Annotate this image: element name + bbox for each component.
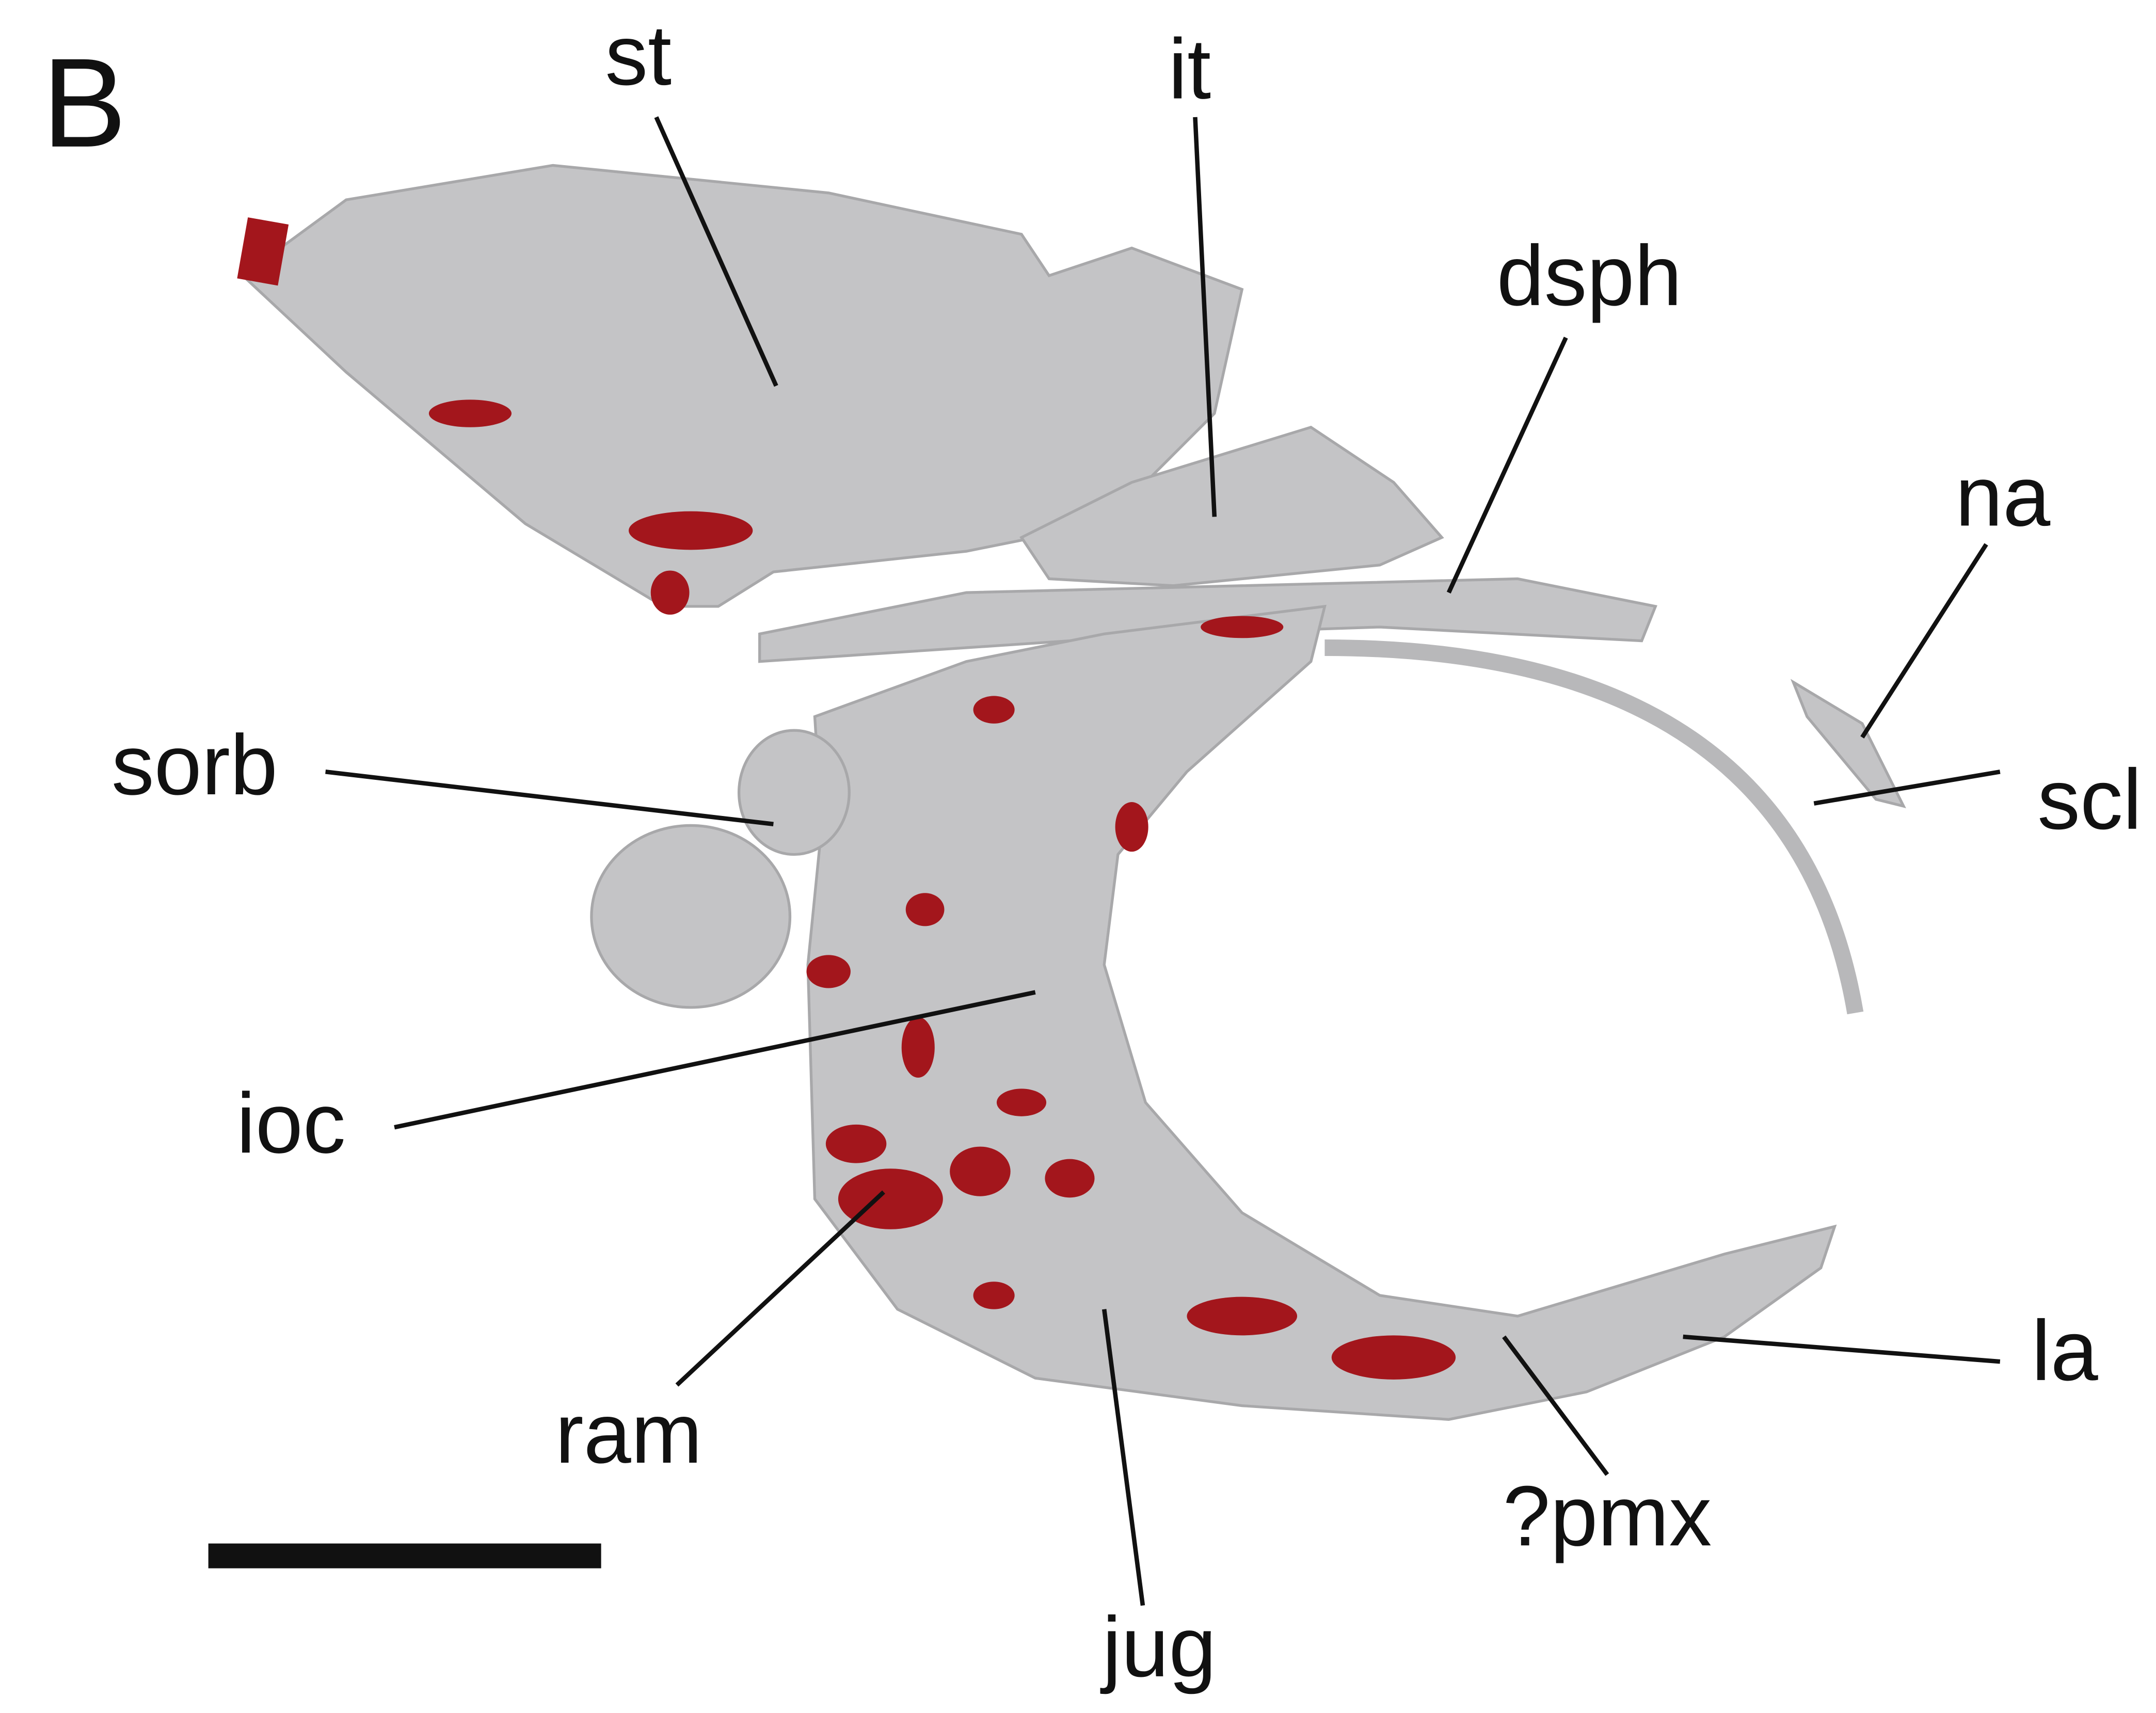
figure: B st it dsph na sorb scl ioc ram jug ?pm… <box>0 0 2156 1713</box>
red-spot <box>1045 1159 1094 1198</box>
bone-sorb <box>739 730 850 854</box>
label: dsph <box>1497 228 1682 324</box>
label: st <box>605 8 672 103</box>
bone-scl <box>1324 648 1855 1013</box>
red-spot <box>997 1088 1046 1116</box>
leader-line <box>1862 545 1986 738</box>
label: sorb <box>111 717 278 813</box>
red-spot <box>1201 616 1283 638</box>
label: ram <box>555 1386 702 1481</box>
leader-line <box>326 772 774 824</box>
red-spot <box>429 399 512 427</box>
red-spot <box>1187 1297 1297 1336</box>
label: ioc <box>236 1076 346 1171</box>
page: B st it dsph na sorb scl ioc ram jug ?pm… <box>0 0 2156 1713</box>
label: scl <box>2037 752 2142 847</box>
red-spot <box>806 955 850 988</box>
red-spot <box>1115 802 1148 852</box>
red-spot <box>973 1282 1015 1309</box>
red-spot <box>906 893 945 926</box>
label: ?pmx <box>1503 1468 1712 1564</box>
panel-label: B <box>42 33 126 174</box>
label: jug <box>1100 1599 1217 1695</box>
red-spot <box>902 1017 935 1078</box>
red-spot <box>651 570 690 614</box>
red-spot <box>826 1125 886 1163</box>
leader-line <box>1683 1337 2000 1362</box>
red-spot <box>629 511 753 550</box>
red-spot <box>973 696 1015 723</box>
red-spot <box>1332 1335 1456 1379</box>
label: na <box>1955 449 2051 544</box>
leader-line <box>1449 338 1566 593</box>
leader-line <box>677 1192 884 1385</box>
scale-bar <box>209 1544 601 1568</box>
leader-line <box>1814 772 2000 803</box>
red-spot <box>950 1147 1010 1196</box>
label: it <box>1168 22 1211 117</box>
label: la <box>2032 1303 2099 1399</box>
bone-fragment <box>592 825 790 1007</box>
